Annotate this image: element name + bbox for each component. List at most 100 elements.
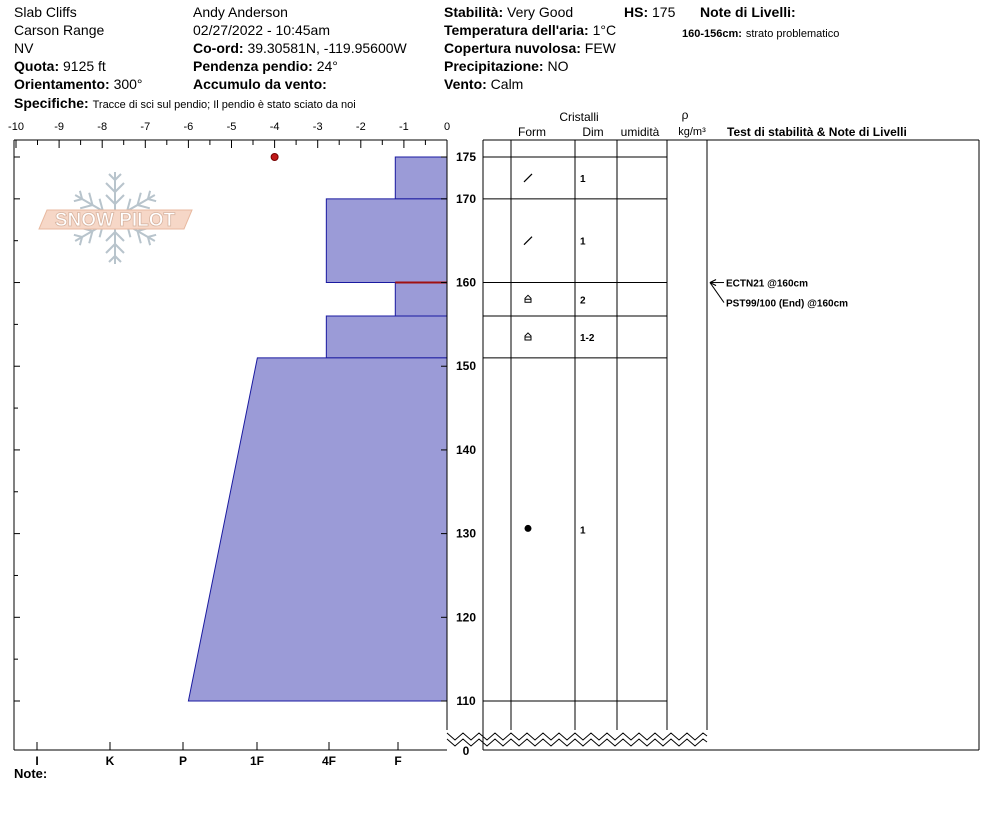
crystal-row: 2 [524, 294, 586, 306]
air-temp-label: Temperatura dell'aria: [444, 22, 589, 38]
melt-forms-icon [524, 524, 532, 532]
precip-row: Precipitazione: NO [444, 58, 568, 74]
temp-tick-label: -2 [356, 121, 366, 133]
stability-tests: ECTN21 @160cm PST99/100 (End) @160cm [709, 279, 848, 310]
height-tick-label: 110 [456, 694, 476, 708]
wind-loading-label: Accumulo da vento: [193, 76, 327, 92]
observer: Andy Anderson [193, 4, 288, 20]
crystal-size-label: 1 [580, 174, 586, 185]
hardness-tick-label: P [179, 754, 187, 768]
layer-note-row: 160-156cm: strato problematico [682, 24, 839, 42]
elevation-value: 9125 ft [63, 58, 106, 74]
height-tick-label: 150 [456, 359, 476, 373]
temp-tick-label: -4 [270, 121, 280, 133]
elevation-label: Quota: [14, 58, 60, 74]
crystal-size-label: 1 [580, 237, 586, 248]
specifics-label: Specifiche: [14, 95, 89, 111]
stability-value: Very Good [507, 4, 574, 20]
stability-label: Stabilità: [444, 4, 504, 20]
hardness-layer-3 [394, 282, 448, 317]
form-header: Form [518, 125, 546, 139]
state: NV [14, 40, 34, 56]
temperature-axis: -10 -9 -8 -7 -6 -5 -4 -3 -2 -1 0 [8, 121, 450, 148]
test-arrow-head [709, 279, 717, 286]
cloud-label: Copertura nuvolosa: [444, 40, 581, 56]
axis-break-lower [446, 738, 708, 747]
aspect-row: Orientamento: 300° [14, 76, 143, 92]
hardness-tick-label: F [394, 754, 401, 768]
faceted-crystals-icon [524, 332, 532, 341]
hs-label: HS: [624, 4, 649, 20]
temp-tick-label: -6 [184, 121, 194, 133]
slope-label: Pendenza pendio: [193, 58, 313, 74]
hs-row: HS: 175 [624, 4, 675, 20]
aspect-label: Orientamento: [14, 76, 110, 92]
temp-tick-label: -8 [97, 121, 107, 133]
air-temp-row: Temperatura dell'aria: 1°C [444, 22, 616, 38]
hardness-axis: I K P 1F 4F F [35, 742, 402, 768]
stability-row: Stabilità: Very Good [444, 4, 573, 20]
temp-tick-label: 0 [444, 121, 450, 133]
precipitation-particles-icon [523, 236, 533, 246]
crystal-row: 1-2 [524, 332, 595, 344]
aspect-value: 300° [113, 76, 143, 92]
coord-row: Co-ord: 39.30581N, -119.95600W [193, 40, 407, 56]
hardness-tick-label: 4F [322, 754, 336, 768]
hardness-layer-2 [325, 198, 448, 284]
height-tick-label: 130 [456, 527, 476, 541]
slope-value: 24° [316, 58, 338, 74]
temp-tick-label: -1 [399, 121, 409, 133]
hs-value: 175 [652, 4, 676, 20]
snowpilot-logo: SNOW PILOT [38, 172, 193, 265]
specifics-row: Specifiche: Tracce di sci sul pendio; Il… [14, 95, 356, 113]
air-temp-value: 1°C [592, 22, 617, 38]
hardness-layer-4 [325, 315, 448, 359]
tests-header: Test di stabilità & Note di Livelli [727, 125, 907, 139]
cloud-value: FEW [584, 40, 616, 56]
hardness-tick-label: I [35, 754, 38, 768]
elevation-row: Quota: 9125 ft [14, 58, 106, 74]
temp-tick-label: -9 [54, 121, 64, 133]
snowpilot-logo-text: SNOW PILOT [55, 210, 176, 231]
precip-label: Precipitazione: [444, 58, 544, 74]
crystal-rows: 1 1 2 1-2 1 [523, 173, 595, 536]
temp-tick-label: -10 [8, 121, 24, 133]
temperature-points [270, 153, 279, 161]
stability-test-label: ECTN21 @160cm [726, 279, 808, 290]
hardness-layer-5 [187, 357, 448, 702]
slope-row: Pendenza pendio: 24° [193, 58, 338, 74]
datetime: 02/27/2022 - 10:45am [193, 22, 330, 38]
height-axis: 175 170 160 150 140 130 120 110 0 [14, 150, 476, 758]
temp-tick-label: -3 [313, 121, 323, 133]
density-unit-header: kg/m³ [678, 126, 706, 138]
specifics-value: Tracce di sci sul pendio; Il pendio è st… [92, 99, 356, 111]
height-tick-label: 120 [456, 610, 476, 624]
stability-test-label: PST99/100 (End) @160cm [726, 299, 848, 310]
temp-tick-label: -5 [227, 121, 237, 133]
wind-row: Vento: Calm [444, 76, 523, 92]
crystal-row: 1 [523, 173, 586, 185]
rho-header: ρ [682, 108, 689, 122]
precipitation-particles-icon [523, 173, 533, 183]
range: Carson Range [14, 22, 105, 38]
coord-value: 39.30581N, -119.95600W [247, 40, 407, 56]
height-tick-label: 0 [463, 744, 470, 758]
notes-label: Note: [14, 766, 47, 781]
axis-break-upper [446, 732, 708, 741]
crystal-size-label: 1 [580, 525, 586, 536]
location: Slab Cliffs [14, 4, 77, 20]
crystal-table [482, 139, 980, 751]
coord-label: Co-ord: [193, 40, 244, 56]
hardness-tick-label: 1F [250, 754, 264, 768]
wind-label: Vento: [444, 76, 487, 92]
height-tick-label: 175 [456, 150, 476, 164]
crystals-header: Cristalli [559, 110, 598, 124]
layer-note-text: strato problematico [745, 28, 840, 40]
temp-tick-label: -7 [140, 121, 150, 133]
moisture-header: umidità [621, 125, 660, 139]
dim-header: Dim [582, 125, 603, 139]
faceted-crystals-icon [524, 294, 532, 303]
hardness-layer-1 [394, 156, 448, 200]
cloud-row: Copertura nuvolosa: FEW [444, 40, 616, 56]
